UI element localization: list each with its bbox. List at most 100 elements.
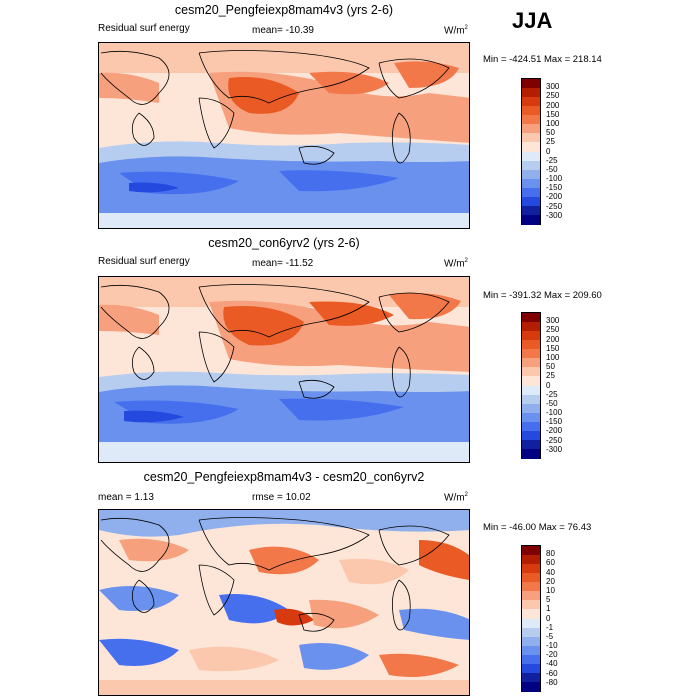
colorbar-swatch (522, 663, 540, 674)
colorbar-tick-label: 10 (546, 585, 555, 595)
colorbar-tick-label: -250 (546, 435, 563, 445)
panel-1-units: W/m2 (444, 25, 468, 37)
colorbar-swatch (522, 627, 540, 638)
colorbar-swatch (522, 214, 540, 225)
colorbar-swatch (522, 160, 540, 171)
colorbar-swatch (522, 654, 540, 665)
colorbar-tick-label: 5 (546, 595, 551, 605)
colorbar-tick-label: 100 (546, 118, 560, 128)
colorbar-tick-label: 0 (546, 613, 551, 623)
panel-3-rmse: rmse = 10.02 (252, 492, 311, 503)
colorbar-tick-label: 300 (546, 316, 560, 326)
colorbar-tick-label: -300 (546, 210, 563, 220)
colorbar-swatch (522, 178, 540, 189)
colorbar-swatch (522, 142, 540, 152)
colorbar-tick-label: -80 (546, 677, 558, 687)
colorbar-swatch (522, 187, 540, 198)
colorbar-tick-label: 60 (546, 558, 555, 568)
colorbar-swatch (522, 439, 540, 450)
colorbar-tick-label: -50 (546, 398, 558, 408)
colorbar-tick-label: 150 (546, 343, 560, 353)
colorbar-swatch (522, 618, 540, 629)
colorbar-tick-label: 0 (546, 146, 551, 156)
colorbar-tick-label: -100 (546, 408, 563, 418)
panel-2-left-label: Residual surf energy (98, 256, 190, 267)
colorbar-tick-label: 200 (546, 100, 560, 110)
colorbar-swatch (522, 609, 540, 619)
colorbar-swatch (522, 582, 540, 592)
colorbar-swatch (522, 106, 540, 116)
colorbar-tick-label: 200 (546, 334, 560, 344)
colorbar-swatch (522, 79, 540, 89)
colorbar-swatch (522, 88, 540, 98)
colorbar-swatch (522, 313, 540, 323)
colorbar-tick-label: -5 (546, 631, 554, 641)
colorbar-swatch (522, 412, 540, 423)
panel-2-minmax: Min = -391.32 Max = 209.60 (483, 290, 602, 301)
colorbar-swatch (522, 546, 540, 556)
panel-2-mean: mean= -11.52 (252, 258, 314, 269)
panel-3-mean: mean = 1.13 (98, 492, 154, 503)
colorbar-swatch (522, 331, 540, 341)
colorbar-tick-label: 300 (546, 82, 560, 92)
colorbar-swatch (522, 591, 540, 601)
colorbar-swatch (522, 151, 540, 162)
colorbar-tick-label: -10 (546, 641, 558, 651)
colorbar-tick-label: -50 (546, 164, 558, 174)
colorbar-swatch (522, 97, 540, 107)
colorbar-tick-label: 40 (546, 567, 555, 577)
panel-1-minmax: Min = -424.51 Max = 218.14 (483, 54, 602, 65)
colorbar-tick-label: 0 (546, 380, 551, 390)
colorbar-tick-label: -200 (546, 426, 563, 436)
colorbar-tick-label: 20 (546, 576, 555, 586)
colorbar-swatch (522, 681, 540, 692)
colorbar-swatch (522, 394, 540, 405)
colorbar-tick-label: -250 (546, 201, 563, 211)
panel-3-units: W/m2 (444, 492, 468, 504)
colorbar-tick-label: 25 (546, 371, 555, 381)
colorbar-tick-label: 250 (546, 325, 560, 335)
colorbar-swatch (522, 600, 540, 610)
colorbar-tick-label: 25 (546, 137, 555, 147)
colorbar-swatch (522, 573, 540, 583)
colorbar-tick-label: -25 (546, 155, 558, 165)
colorbar-swatch (522, 358, 540, 368)
panel-1-colorbar (521, 78, 541, 225)
colorbar-swatch (522, 645, 540, 656)
colorbar-swatch (522, 430, 540, 441)
colorbar-tick-label: 80 (546, 549, 555, 559)
colorbar-tick-label: -150 (546, 183, 563, 193)
colorbar-swatch (522, 133, 540, 143)
colorbar-tick-label: -40 (546, 659, 558, 669)
colorbar-tick-label: -20 (546, 650, 558, 660)
colorbar-swatch (522, 367, 540, 377)
colorbar-tick-label: 50 (546, 362, 555, 372)
colorbar-swatch (522, 672, 540, 683)
colorbar-swatch (522, 115, 540, 125)
colorbar-tick-label: -200 (546, 192, 563, 202)
colorbar-swatch (522, 169, 540, 180)
colorbar-tick-label: -1 (546, 622, 554, 632)
colorbar-tick-label: 1 (546, 604, 551, 614)
colorbar-tick-label: 100 (546, 352, 560, 362)
panel-1-mean: mean= -10.39 (252, 25, 314, 36)
colorbar-swatch (522, 322, 540, 332)
panel-3-minmax: Min = -46.00 Max = 76.43 (483, 522, 592, 533)
colorbar-tick-label: -100 (546, 174, 563, 184)
panel-2-colorbar (521, 312, 541, 459)
colorbar-swatch (522, 124, 540, 134)
panel-3-colorbar (521, 545, 541, 692)
colorbar-tick-label: -300 (546, 444, 563, 454)
colorbar-swatch (522, 636, 540, 647)
colorbar-tick-label: -25 (546, 389, 558, 399)
colorbar-swatch (522, 196, 540, 207)
colorbar-tick-label: 50 (546, 128, 555, 138)
season-label: JJA (512, 8, 553, 33)
panel-3-map (98, 509, 470, 696)
colorbar-swatch (522, 385, 540, 396)
panel-2-map (98, 276, 470, 463)
panel-3-title: cesm20_Pengfeiexp8mam4v3 - cesm20_con6yr… (143, 470, 425, 484)
panel-1-title: cesm20_Pengfeiexp8mam4v3 (yrs 2-6) (174, 3, 394, 17)
colorbar-swatch (522, 205, 540, 216)
colorbar-swatch (522, 403, 540, 414)
